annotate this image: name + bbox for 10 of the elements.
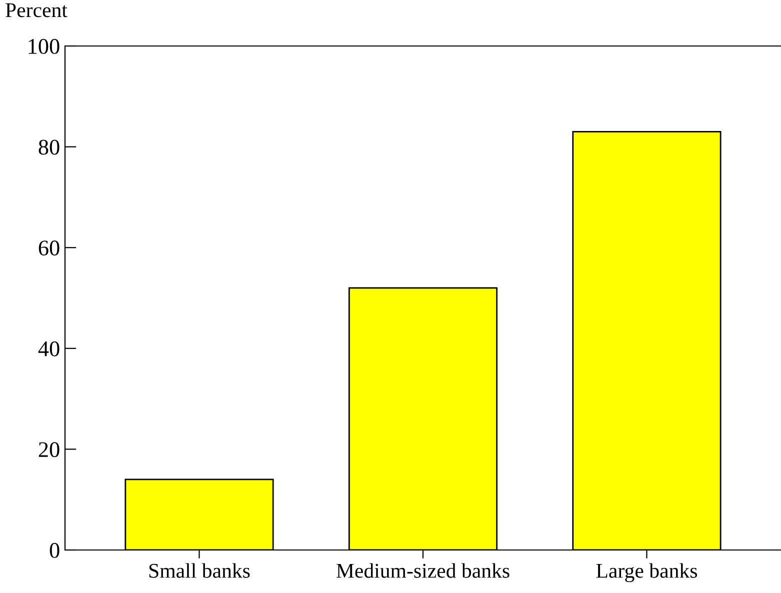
x-tick-label: Medium-sized banks: [336, 563, 510, 578]
y-tick-label: 40: [38, 341, 60, 356]
y-tick-label: 0: [50, 542, 60, 558]
y-tick-label: 80: [38, 140, 60, 155]
y-tick-label: 100: [28, 38, 60, 54]
y-tick-label: 20: [38, 442, 60, 458]
y-axis-title: Percent: [6, 3, 68, 18]
x-tick-label: Large banks: [596, 563, 698, 582]
x-tick-label: Small banks: [149, 563, 250, 578]
y-tick-label: 60: [38, 240, 60, 256]
